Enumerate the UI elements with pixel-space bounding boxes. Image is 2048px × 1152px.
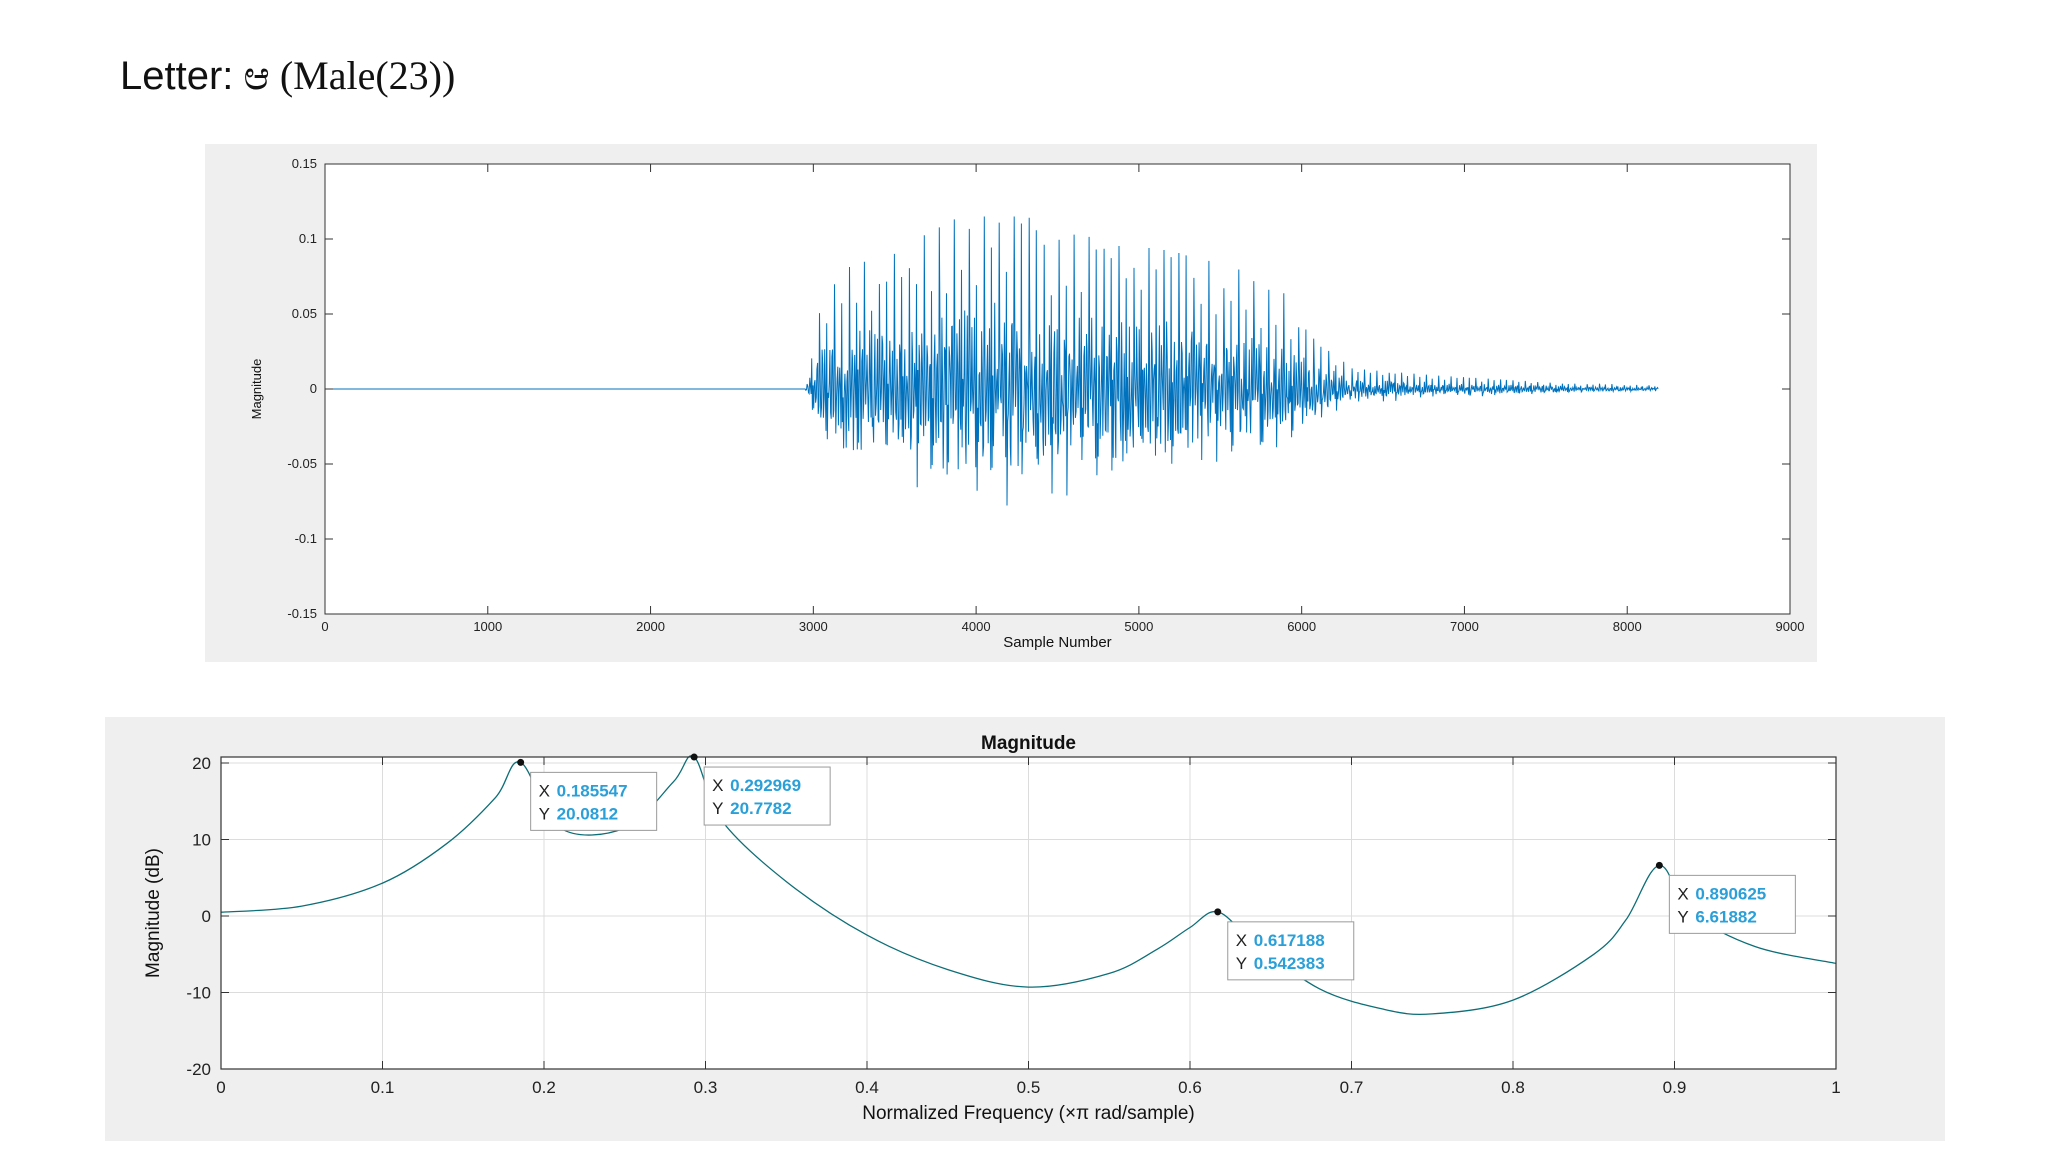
y-tick-label: 0	[202, 907, 211, 926]
datatip-x-label: X	[712, 776, 723, 795]
datatip-x-label: X	[1677, 884, 1688, 903]
datatip-marker	[517, 758, 525, 766]
x-tick-label: 8000	[1613, 619, 1642, 634]
datatip-y-value: 20.7782	[730, 799, 791, 818]
x-tick-label: 6000	[1287, 619, 1316, 634]
x-tick-label: 0.2	[532, 1078, 556, 1097]
x-axis-title: Sample Number	[1003, 634, 1111, 651]
x-tick-label: 0.8	[1501, 1078, 1525, 1097]
title-label: Letter:	[120, 54, 234, 98]
datatip-y-label: Y	[712, 799, 723, 818]
x-tick-label: 0.1	[371, 1078, 395, 1097]
y-tick-label: 20	[192, 754, 211, 773]
datatip-y-label: Y	[1677, 907, 1688, 926]
x-tick-label: 1	[1831, 1078, 1840, 1097]
x-tick-label: 2000	[636, 619, 665, 634]
x-tick-label: 1000	[473, 619, 502, 634]
y-axis-title: Magnitude (dB)	[143, 848, 164, 978]
x-tick-label: 0.5	[1017, 1078, 1041, 1097]
x-tick-label: 4000	[962, 619, 991, 634]
datatip-x-value: 0.292969	[730, 776, 801, 795]
datatip-background	[703, 766, 831, 826]
y-tick-label: 0	[310, 381, 317, 396]
x-tick-label: 3000	[799, 619, 828, 634]
datatip-box: X 0.890625 Y 6.61882	[1668, 874, 1796, 934]
datatip-y-value: 0.542383	[1254, 954, 1325, 973]
datatip-box: X 0.617188 Y 0.542383	[1227, 921, 1355, 981]
x-axis-title: Normalized Frequency (×π rad/sample)	[862, 1103, 1195, 1124]
datatip-box: X 0.292969 Y 20.7782	[703, 766, 831, 826]
datatip-y-value: 20.0812	[557, 804, 618, 823]
datatip-x-value: 0.890625	[1695, 884, 1766, 903]
datatip-background	[530, 771, 658, 831]
waveform-chart: 0 1000 2000 3000 4000 5000 6000 7000 8000 9000 -0.…	[249, 156, 1805, 651]
datatip-y-label: Y	[539, 804, 550, 823]
title-speaker: (Male(23))	[279, 53, 456, 98]
datatip-box: X 0.185547 Y 20.0812	[530, 771, 658, 831]
y-tick-label: -0.15	[287, 606, 317, 621]
x-tick-label: 0.3	[694, 1078, 718, 1097]
datatip-x-label: X	[539, 781, 550, 800]
y-tick-label: 0.15	[292, 156, 317, 171]
y-tick-label: -20	[186, 1060, 211, 1079]
y-tick-label: -0.1	[295, 531, 317, 546]
waveform-figure: 0 1000 2000 3000 4000 5000 6000 7000 8000 9000 -0.…	[205, 144, 1817, 662]
datatip-x-value: 0.617188	[1254, 931, 1325, 950]
x-tick-label: 5000	[1124, 619, 1153, 634]
datatip-y-label: Y	[1236, 954, 1247, 973]
datatip-x-value: 0.185547	[557, 781, 628, 800]
x-tick-label: 9000	[1776, 619, 1805, 634]
y-tick-label: 0.05	[292, 306, 317, 321]
x-tick-label: 0	[216, 1078, 225, 1097]
x-tick-label: 0	[321, 619, 328, 634]
y-tick-label: -0.05	[287, 456, 317, 471]
y-tick-label: 10	[192, 831, 211, 850]
datatip-background	[1668, 874, 1796, 934]
title-glyph: ಆ	[243, 53, 270, 98]
page-title: Letter: ಆ (Male(23))	[120, 52, 455, 99]
x-tick-label: 7000	[1450, 619, 1479, 634]
magnitude-figure: 0 0.1 0.2 0.3 0.4 0.5 0.6 0.7 0.8 0.9 1 -20 -10 0 10 20…	[105, 717, 1945, 1141]
datatip-marker	[1214, 908, 1222, 916]
y-axis-title: Magnitude	[249, 359, 264, 420]
magnitude-chart: 0 0.1 0.2 0.3 0.4 0.5 0.6 0.7 0.8 0.9 1 -20 -10 0 10 20…	[143, 733, 1841, 1124]
magnitude-chart-title: Magnitude	[981, 733, 1076, 754]
y-tick-label: -10	[186, 984, 211, 1003]
y-tick-label: 0.1	[299, 231, 317, 246]
datatip-x-label: X	[1236, 931, 1247, 950]
datatip-marker	[690, 753, 698, 761]
x-tick-label: 0.6	[1178, 1078, 1202, 1097]
x-tick-label: 0.9	[1663, 1078, 1687, 1097]
magnitude-series-line	[220, 755, 1837, 1016]
datatip-background	[1227, 921, 1355, 981]
waveform-series-line	[325, 216, 1659, 506]
datatip-y-value: 6.61882	[1695, 907, 1756, 926]
datatip-marker	[1655, 861, 1663, 869]
x-tick-label: 0.7	[1340, 1078, 1364, 1097]
x-tick-label: 0.4	[855, 1078, 879, 1097]
